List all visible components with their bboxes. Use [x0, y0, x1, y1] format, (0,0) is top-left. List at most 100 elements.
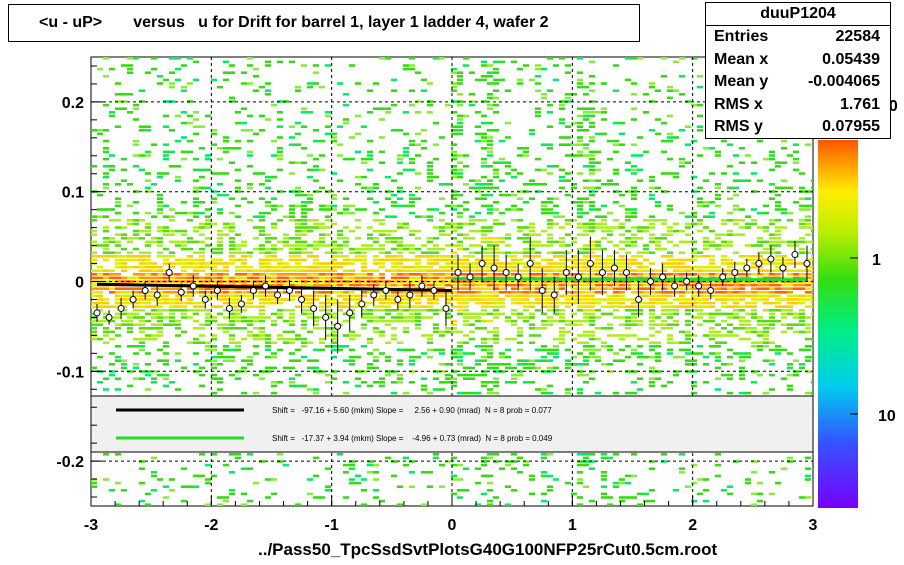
x-tick-label: 3 — [809, 517, 818, 534]
profile-point — [201, 295, 209, 303]
profile-point — [731, 269, 739, 277]
fit-legend: Shift = -97.16 + 5.60 (mkm) Slope = 2.56… — [90, 395, 814, 453]
profile-point — [298, 295, 306, 303]
stats-label: RMS x — [714, 95, 763, 113]
profile-point — [213, 286, 221, 294]
legend-box — [90, 395, 814, 453]
profile-point — [418, 282, 426, 290]
stats-box: duuP1204 Entries 22584 Mean x 0.05439 Me… — [705, 2, 891, 139]
profile-point — [622, 269, 630, 277]
profile-point — [153, 291, 161, 299]
profile-point — [274, 291, 282, 299]
profile-point — [346, 309, 354, 317]
profile-point — [803, 260, 811, 268]
profile-point — [659, 273, 667, 281]
y-tick-label: -0.1 — [56, 364, 84, 381]
y-tick-label: 0 — [75, 275, 84, 292]
x-axis-title: ../Pass50_TpcSsdSvtPlotsG40G100NFP25rCut… — [258, 540, 718, 559]
profile-point — [490, 264, 498, 272]
stats-label: Mean y — [714, 73, 769, 90]
x-tick-label: -1 — [325, 517, 339, 534]
profile-point — [358, 300, 366, 308]
profile-point — [478, 260, 486, 268]
stats-value: -0.004065 — [807, 73, 880, 90]
profile-point — [442, 304, 450, 312]
y-tick-label: 0.2 — [62, 95, 84, 112]
y-tick-label: 0.1 — [62, 185, 84, 202]
profile-point — [635, 295, 643, 303]
profile-point — [526, 260, 534, 268]
stats-value: 1.761 — [839, 95, 880, 113]
stats-value: 0.05439 — [822, 50, 880, 68]
profile-point — [225, 304, 233, 312]
fit-line — [451, 277, 808, 282]
stats-label: Mean x — [714, 50, 769, 68]
profile-point — [514, 273, 522, 281]
x-tick-label: -2 — [204, 517, 218, 534]
profile-point — [105, 313, 113, 321]
profile-point — [370, 291, 378, 299]
stats-value: 22584 — [835, 28, 881, 45]
stats-name: duuP1204 — [706, 3, 890, 26]
profile-point — [394, 295, 402, 303]
profile-point — [286, 286, 294, 294]
x-tick-label: 2 — [688, 517, 697, 534]
z-tick-label: 1 — [872, 252, 881, 269]
y-axis: -0.2 -0.1 0 0.1 0.2 — [56, 65, 103, 498]
profile-point — [767, 255, 775, 263]
profile-point — [562, 269, 570, 277]
profile-point — [574, 273, 582, 281]
stats-row-rms-x: RMS x 1.761 — [706, 94, 890, 117]
x-tick-label: -3 — [84, 517, 98, 534]
stats-row-rms-y: RMS y 0.07955 — [706, 116, 890, 139]
profile-point — [683, 278, 691, 285]
legend-text: Shift = -17.37 + 3.94 (mkm) Slope = -4.9… — [272, 434, 553, 443]
profile-point — [261, 282, 269, 290]
profile-point — [310, 304, 318, 312]
y-tick-label: -0.2 — [56, 454, 84, 471]
profile-point — [249, 286, 257, 294]
stats-row-mean-x: Mean x 0.05439 — [706, 49, 890, 72]
profile-point — [719, 273, 727, 281]
x-tick-label: 0 — [448, 517, 457, 534]
profile-point — [454, 269, 462, 277]
profile-point — [165, 269, 173, 277]
profile-point — [779, 264, 787, 272]
stats-label: RMS y — [714, 118, 763, 135]
x-axis: -3 -2 -1 0 1 2 3 — [84, 496, 818, 534]
z-tick-label: 10 — [878, 408, 896, 425]
profile-point — [189, 282, 197, 290]
fit-lines — [96, 277, 808, 292]
stats-label: Entries — [714, 28, 769, 45]
profile-point — [550, 291, 558, 299]
profile-point — [129, 295, 137, 303]
profile-point — [406, 291, 414, 299]
profile-point — [707, 286, 715, 294]
profile-point — [791, 251, 799, 259]
profile-point — [322, 313, 330, 321]
profile-point — [93, 309, 101, 317]
profile-point — [598, 269, 606, 277]
profile-point — [177, 288, 185, 296]
profile-point — [586, 260, 594, 268]
profile-point — [610, 264, 618, 272]
stats-row-entries: Entries 22584 — [706, 26, 890, 49]
profile-points — [93, 236, 811, 354]
profile-point — [430, 286, 438, 294]
stats-value: 0.07955 — [822, 118, 880, 135]
profile-point — [671, 282, 679, 290]
profile-point — [466, 273, 474, 281]
legend-text: Shift = -97.16 + 5.60 (mkm) Slope = 2.56… — [272, 406, 552, 415]
chart-title: <u - uP> versus u for Drift for barrel 1… — [8, 4, 640, 42]
profile-point — [647, 278, 655, 285]
fit-line — [96, 282, 453, 292]
profile-point — [141, 286, 149, 294]
profile-point — [502, 269, 510, 277]
x-tick-label: 1 — [568, 517, 577, 534]
profile-point — [695, 282, 703, 290]
profile-point — [538, 286, 546, 294]
profile-point — [334, 322, 342, 330]
profile-point — [755, 260, 763, 268]
profile-point — [382, 286, 390, 294]
